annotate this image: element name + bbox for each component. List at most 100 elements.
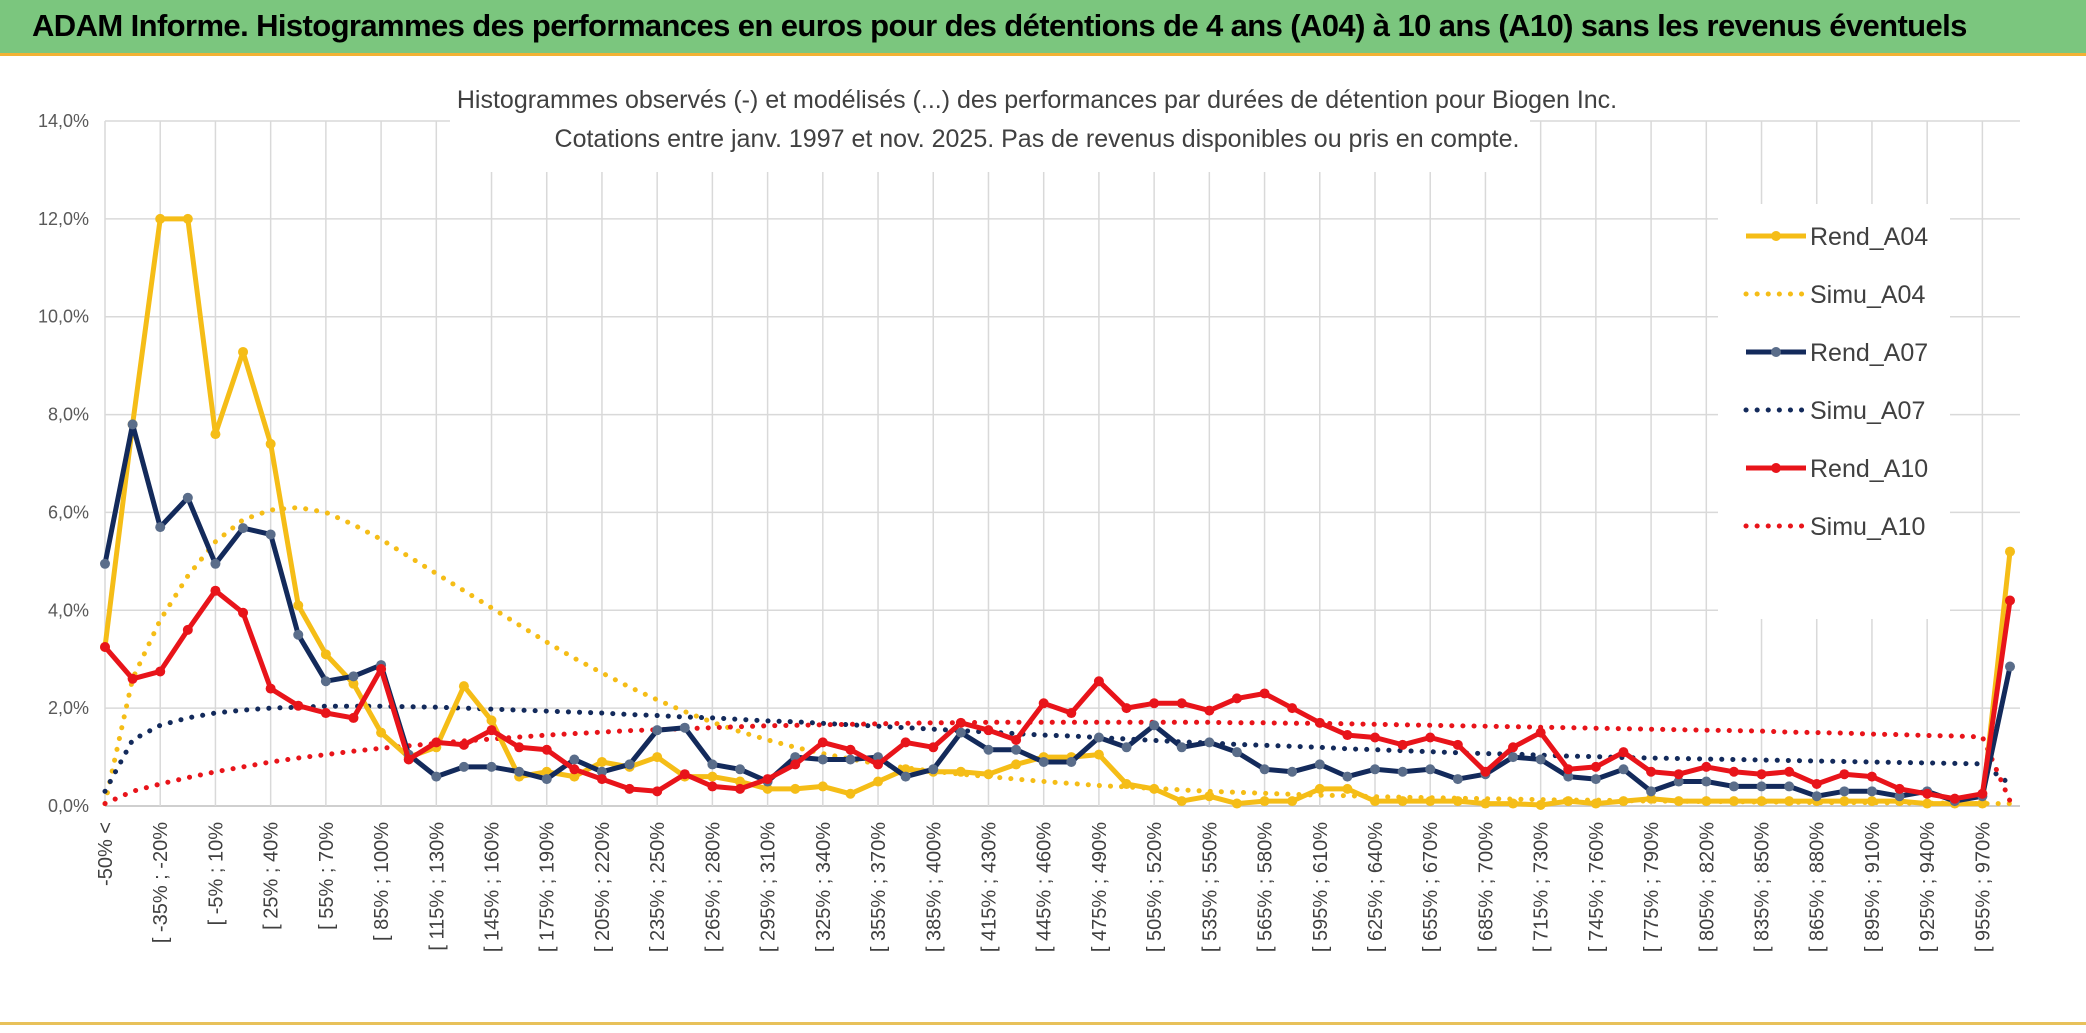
x-tick-label: [ 55% ; 70% (316, 822, 338, 930)
x-tick-label: [ -5% ; 10% (205, 822, 227, 926)
data-point-rend-a10 (403, 754, 414, 765)
data-point-rend-a04 (983, 769, 994, 780)
data-point-rend-a10 (1811, 778, 1822, 789)
data-point-rend-a07 (596, 766, 607, 777)
data-point-rend-a10 (652, 786, 663, 797)
data-point-rend-a10 (762, 774, 773, 785)
data-point-rend-a10 (182, 624, 193, 635)
data-point-rend-a07 (1011, 744, 1022, 755)
data-point-rend-a07 (458, 761, 469, 772)
data-point-rend-a10 (1949, 793, 1960, 804)
x-tick-label: [ -35% ; -20% (150, 822, 172, 943)
data-point-rend-a04 (348, 678, 359, 689)
data-point-rend-a07 (569, 754, 580, 765)
chart-title: Histogrammes observés (-) et modélisés (… (457, 86, 1617, 114)
x-tick-label: [ 775% ; 790% (1641, 822, 1663, 952)
data-point-rend-a04 (1701, 796, 1712, 807)
data-point-rend-a10 (265, 683, 276, 694)
data-point-rend-a04 (1646, 793, 1657, 804)
data-point-rend-a10 (376, 664, 387, 674)
y-tick-label: 0,0% (48, 796, 89, 816)
data-point-rend-a04 (735, 776, 745, 787)
data-point-rend-a10 (1397, 739, 1408, 750)
y-tick-label: 6,0% (48, 502, 89, 522)
data-point-rend-a10 (348, 712, 359, 723)
data-point-rend-a07 (1618, 764, 1629, 775)
x-tick-label: [ 535% ; 550% (1199, 822, 1221, 952)
data-point-rend-a07 (735, 764, 745, 775)
data-point-rend-a07 (1397, 766, 1408, 777)
data-point-rend-a04 (1977, 798, 1988, 809)
legend-marker-rend-a10 (1771, 463, 1781, 473)
data-point-rend-a04 (1535, 800, 1546, 811)
x-tick-label: [ 445% ; 460% (1034, 822, 1056, 952)
data-point-rend-a10 (1342, 730, 1353, 741)
data-point-rend-a07 (1452, 774, 1463, 785)
x-tick-label: [ 85% ; 100% (371, 822, 393, 941)
data-point-rend-a04 (1425, 796, 1436, 807)
chart-subtitle: Cotations entre janv. 1997 et nov. 2025.… (555, 125, 1520, 153)
data-point-rend-a04 (458, 681, 469, 692)
x-tick-label: [ 925% ; 940% (1917, 822, 1939, 952)
data-point-rend-a07 (1121, 742, 1132, 753)
data-point-rend-a10 (900, 737, 911, 748)
data-point-rend-a07 (845, 754, 856, 765)
x-tick-label: [ 955% ; 970% (1972, 822, 1994, 952)
data-point-rend-a04 (1922, 798, 1933, 809)
x-tick-label: [ 145% ; 160% (482, 822, 504, 952)
data-point-rend-a10 (569, 764, 580, 775)
data-point-rend-a10 (1922, 788, 1933, 799)
data-point-rend-a07 (817, 754, 828, 765)
legend: Rend_A04 Simu_A04 Rend_A07 Simu_A07 Rend_A10… (1718, 204, 1950, 619)
data-point-rend-a04 (569, 771, 580, 782)
title-backdrop (450, 78, 1530, 172)
data-point-rend-a04 (1314, 783, 1325, 794)
data-point-rend-a10 (431, 737, 442, 748)
data-point-rend-a04 (1259, 796, 1270, 807)
data-point-rend-a04 (1728, 796, 1739, 807)
data-point-rend-a10 (320, 708, 331, 719)
data-point-rend-a10 (1231, 693, 1242, 704)
data-point-rend-a10 (1259, 688, 1270, 699)
data-point-rend-a04 (1784, 796, 1795, 807)
data-point-rend-a07 (955, 727, 966, 738)
x-tick-label: [ 835% ; 850% (1752, 822, 1774, 952)
x-tick-label: [ 295% ; 310% (758, 822, 780, 952)
data-point-rend-a07 (1314, 759, 1325, 770)
data-point-rend-a07 (1038, 756, 1049, 767)
data-point-rend-a10 (1839, 769, 1850, 780)
data-point-rend-a10 (817, 737, 828, 748)
chart-title-block: Histogrammes observés (-) et modélisés (… (450, 78, 1617, 172)
data-point-rend-a04 (1866, 796, 1877, 807)
data-point-rend-a04 (1480, 798, 1491, 809)
data-point-rend-a10 (955, 717, 966, 728)
data-point-rend-a04 (707, 771, 718, 782)
data-point-rend-a04 (265, 438, 276, 449)
data-point-rend-a07 (624, 759, 635, 770)
data-point-rend-a07 (1093, 732, 1104, 743)
legend-label-simu-a10: Simu_A10 (1810, 513, 1925, 541)
data-point-rend-a04 (1370, 796, 1380, 807)
data-point-rend-a10 (679, 769, 690, 780)
data-point-rend-a04 (873, 776, 884, 787)
legend-label-simu-a07: Simu_A07 (1810, 397, 1925, 425)
data-point-rend-a07 (652, 725, 663, 736)
data-point-rend-a10 (1287, 703, 1298, 714)
data-point-rend-a07 (293, 629, 304, 640)
data-point-rend-a04 (1590, 798, 1601, 809)
y-tick-label: 10,0% (38, 307, 89, 327)
x-tick-label: [ 625% ; 640% (1365, 822, 1387, 952)
data-point-rend-a04 (1011, 759, 1022, 770)
data-point-rend-a10 (624, 783, 635, 794)
x-tick-label: [ 205% ; 220% (592, 822, 614, 952)
data-point-rend-a07 (1066, 756, 1077, 767)
data-point-rend-a07 (182, 492, 193, 503)
data-point-rend-a10 (458, 739, 469, 750)
x-tick-label: [ 595% ; 610% (1310, 822, 1332, 952)
x-tick-label: [ 865% ; 880% (1807, 822, 1829, 952)
legend-label-rend-a07: Rend_A07 (1810, 339, 1928, 367)
data-point-rend-a07 (1784, 781, 1795, 792)
data-point-rend-a10 (155, 666, 166, 677)
data-point-rend-a10 (1701, 761, 1712, 772)
data-point-rend-a07 (1204, 737, 1215, 748)
